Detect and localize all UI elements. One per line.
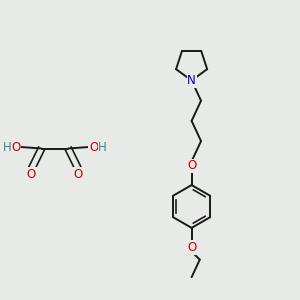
- Text: O: O: [89, 140, 98, 154]
- Text: H: H: [3, 140, 11, 154]
- Text: N: N: [187, 74, 196, 87]
- Text: O: O: [187, 241, 196, 254]
- Text: H: H: [98, 140, 107, 154]
- Text: O: O: [74, 168, 83, 181]
- Text: O: O: [27, 168, 36, 181]
- Text: O: O: [11, 140, 21, 154]
- Text: O: O: [187, 159, 196, 172]
